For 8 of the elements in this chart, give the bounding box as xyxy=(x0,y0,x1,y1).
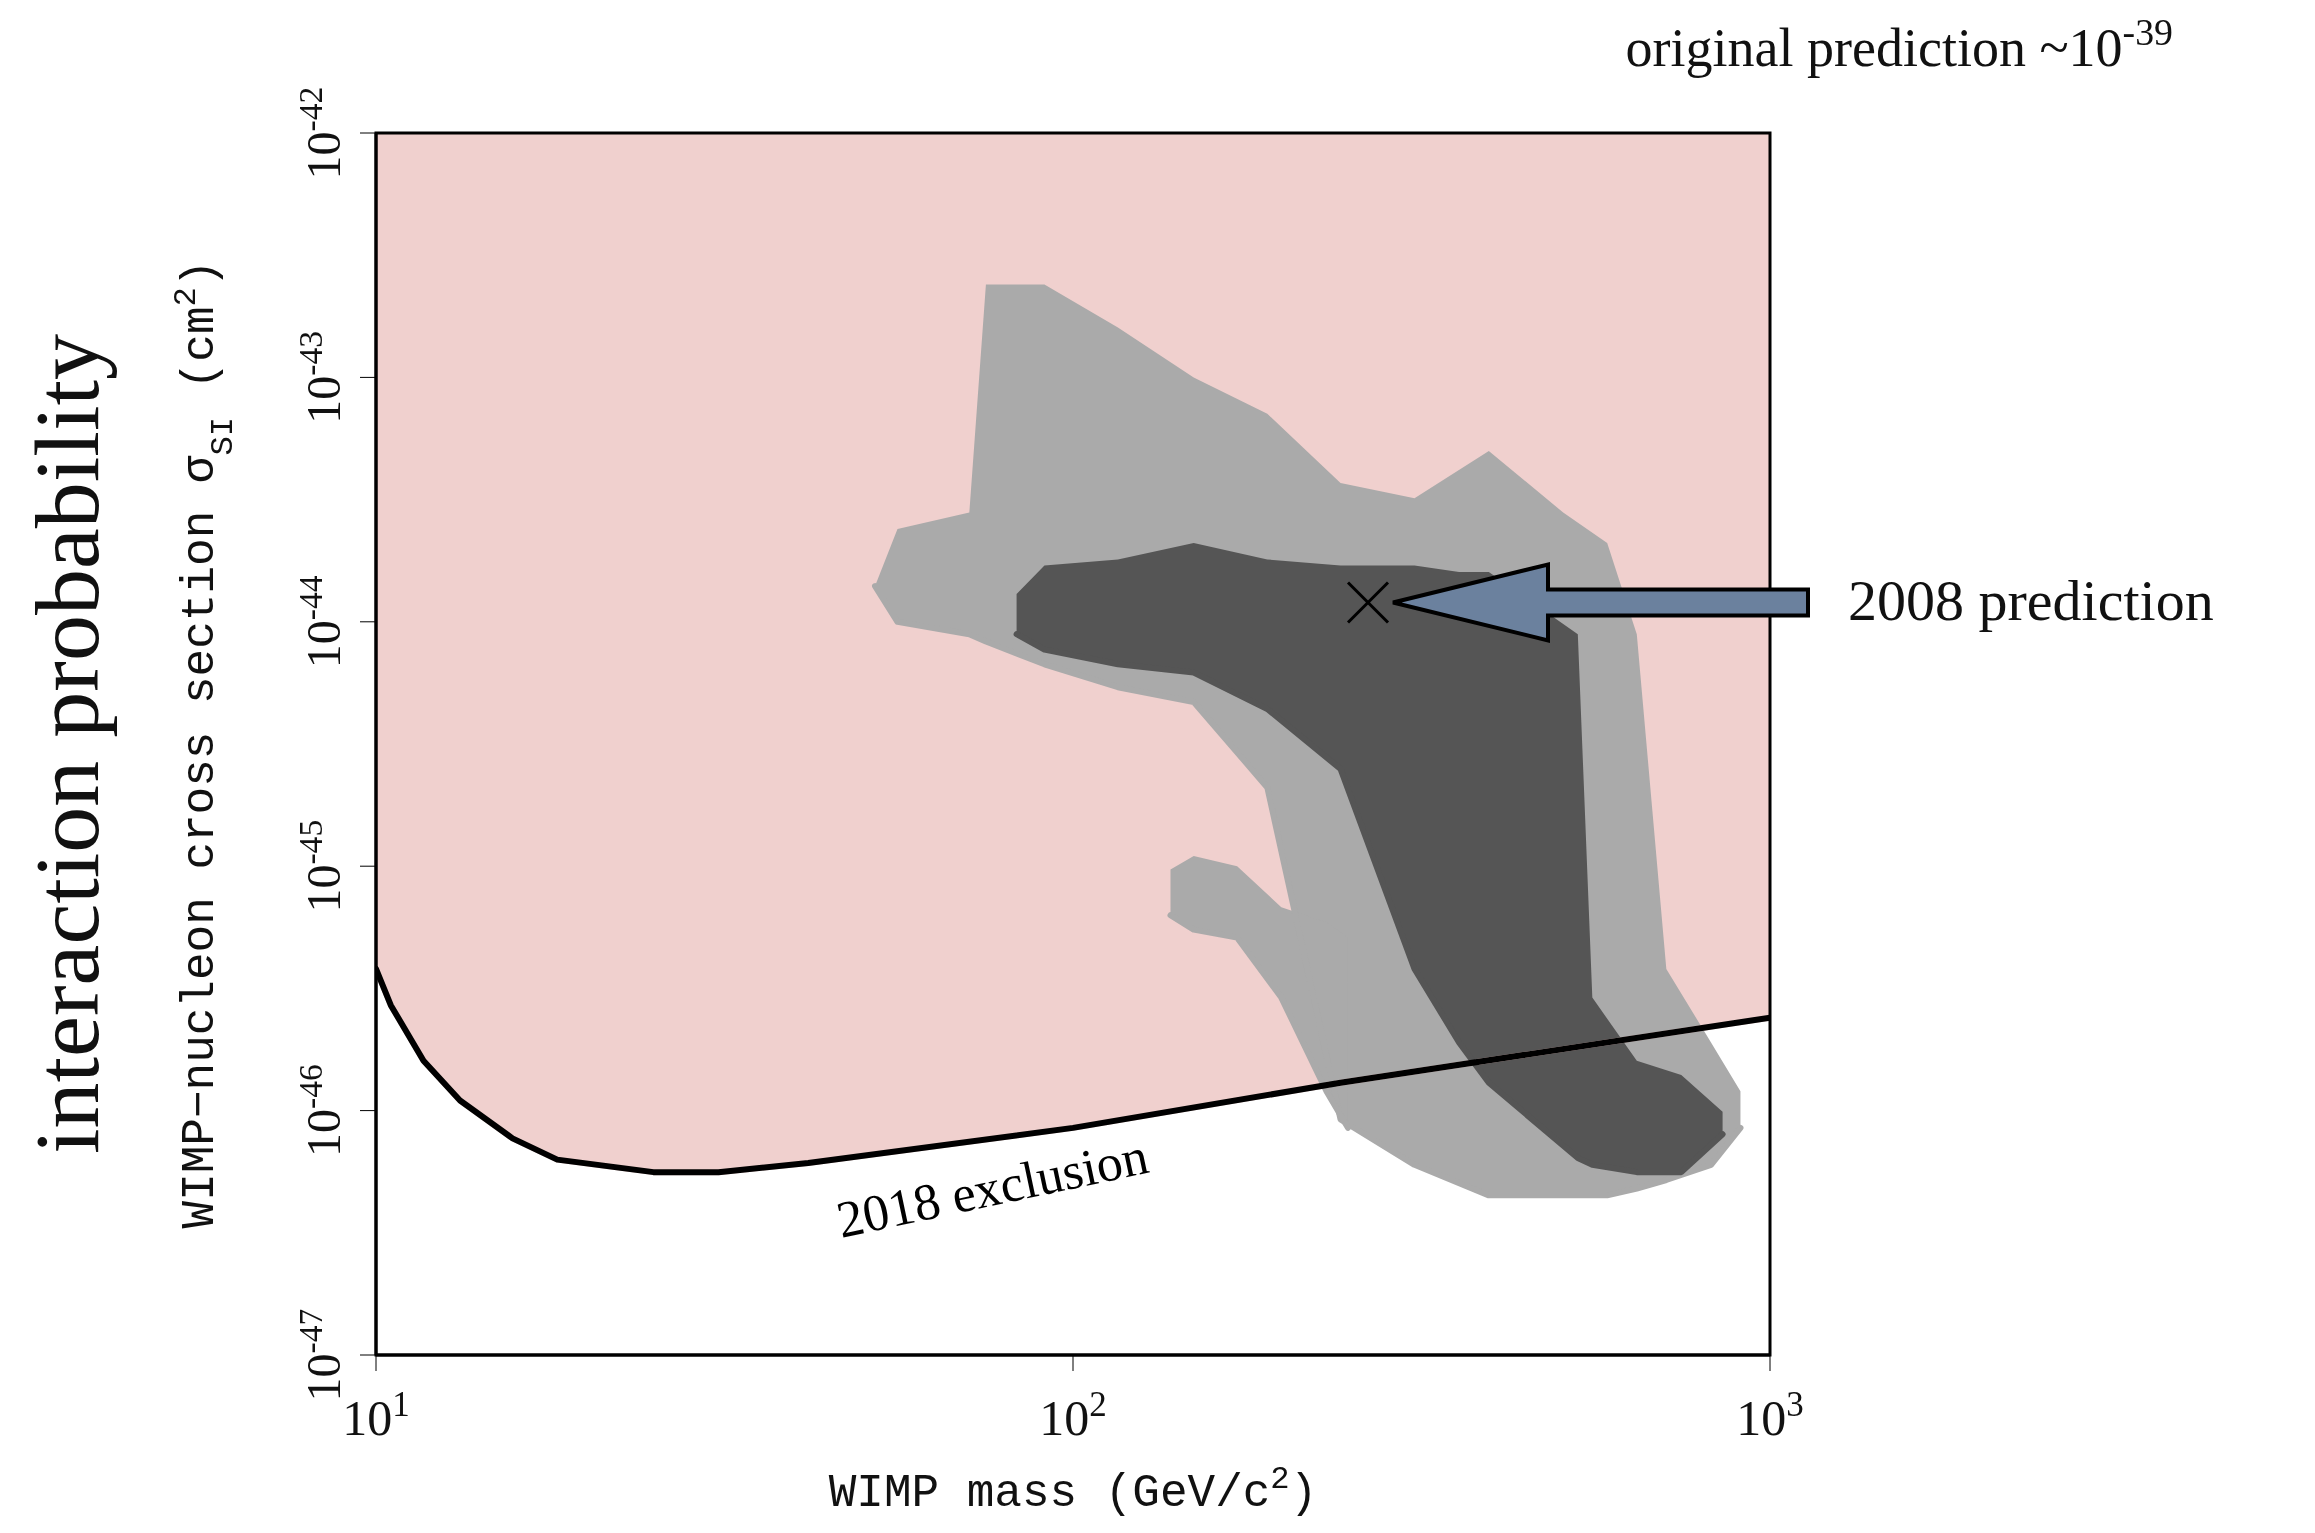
text: interaction probability xyxy=(16,333,118,1155)
x-tick-label: 10$^{3}$ xyxy=(1736,1384,1804,1446)
text: 2018 exclusion xyxy=(831,1127,1153,1249)
x-tick-label: 10$^{2}$ xyxy=(1039,1384,1107,1446)
text: 2008 prediction xyxy=(1848,568,2214,634)
text: original prediction ~10$^{-39}$ xyxy=(1625,11,2173,78)
x-axis-title: WIMP mass (GeV/c$^{2}$) xyxy=(828,1460,1318,1520)
x-tick-label: 10$^{1}$ xyxy=(342,1384,410,1446)
